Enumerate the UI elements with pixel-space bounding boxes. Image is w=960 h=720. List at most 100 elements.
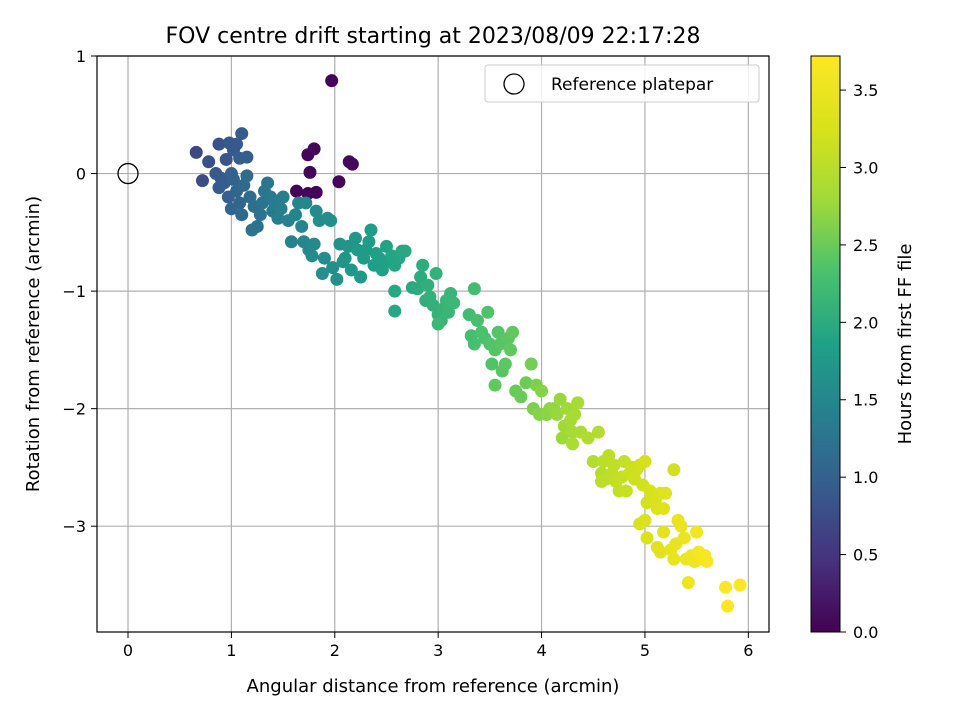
data-point: [571, 396, 585, 410]
data-point: [410, 282, 424, 296]
data-point: [733, 578, 747, 592]
data-point: [235, 208, 249, 222]
data-point: [230, 137, 244, 151]
data-point: [388, 284, 402, 298]
x-tick-label: 2: [330, 641, 340, 660]
data-point: [240, 169, 254, 183]
data-point: [681, 576, 695, 590]
data-point: [429, 266, 443, 280]
legend: Reference platepar: [484, 64, 760, 103]
colorbar-tick-label: 3.0: [853, 158, 878, 177]
data-point: [657, 525, 671, 539]
y-tick-label: −2: [62, 400, 86, 419]
data-point: [364, 223, 378, 237]
data-point: [719, 580, 733, 594]
data-point: [519, 376, 533, 390]
data-point: [481, 305, 495, 319]
data-point: [667, 463, 681, 477]
data-point: [274, 202, 288, 216]
data-point: [212, 137, 226, 151]
data-point: [202, 155, 216, 169]
data-point: [595, 475, 609, 489]
data-point: [326, 261, 340, 275]
colorbar-tick-label: 2.5: [853, 236, 878, 255]
reference-platepar-marker: [117, 162, 139, 185]
data-point: [633, 517, 647, 531]
data-point: [240, 150, 254, 164]
data-point: [345, 157, 359, 171]
data-point: [330, 272, 344, 286]
data-point: [261, 176, 275, 190]
x-axis-label: Angular distance from reference (arcmin): [247, 676, 620, 697]
y-axis-ticks: 1 0 −1 −2 −3: [62, 47, 97, 536]
data-point: [348, 231, 362, 245]
data-point: [485, 357, 499, 371]
data-point: [586, 455, 600, 469]
data-point: [553, 392, 567, 406]
data-point: [667, 552, 681, 566]
data-point: [388, 304, 402, 318]
data-point: [315, 266, 329, 280]
data-point: [226, 172, 240, 186]
data-point: [591, 425, 605, 439]
data-point: [677, 531, 691, 545]
chart-title: FOV centre drift starting at 2023/08/09 …: [166, 24, 701, 49]
y-tick-label: 0: [76, 165, 86, 184]
colorbar-tick-label: 2.0: [853, 313, 878, 332]
data-point: [233, 196, 247, 210]
data-point: [447, 296, 461, 310]
legend-reference-marker-icon: [503, 73, 525, 95]
data-point: [309, 185, 323, 199]
data-point: [657, 502, 671, 516]
data-point: [398, 244, 412, 258]
data-point: [470, 313, 484, 327]
data-point: [640, 531, 654, 545]
reference-marker-group: [117, 162, 139, 185]
data-point: [253, 208, 267, 222]
legend-box: [484, 64, 760, 103]
data-point: [524, 357, 538, 371]
data-point: [421, 278, 435, 292]
y-tick-label: −1: [62, 282, 86, 301]
colorbar-tick-label: 1.0: [853, 468, 878, 487]
data-point: [659, 486, 673, 500]
data-point: [276, 190, 290, 204]
data-point: [607, 458, 621, 472]
colorbar-tick-label: 1.5: [853, 391, 878, 410]
colorbar-tick-label: 0.5: [853, 546, 878, 565]
data-point: [555, 431, 569, 445]
data-point: [514, 390, 528, 404]
data-point: [653, 545, 667, 559]
data-point: [581, 431, 595, 445]
y-tick-label: 1: [76, 47, 86, 66]
data-point: [317, 251, 331, 265]
data-point: [638, 455, 652, 469]
data-point: [721, 599, 735, 613]
data-point: [195, 174, 209, 188]
x-tick-label: 0: [123, 641, 133, 660]
data-point: [295, 219, 309, 233]
x-tick-label: 4: [536, 641, 546, 660]
colorbar-label: Hours from first FF file: [895, 244, 916, 445]
data-point: [235, 127, 249, 141]
data-point: [325, 74, 339, 88]
colorbar-gradient: [810, 55, 841, 633]
data-point: [566, 437, 580, 451]
x-tick-label: 5: [640, 641, 650, 660]
data-point: [416, 258, 430, 272]
x-tick-label: 3: [433, 641, 443, 660]
x-tick-label: 6: [743, 641, 753, 660]
data-point: [288, 208, 302, 222]
data-point: [568, 408, 582, 422]
data-point: [488, 378, 502, 392]
plot-frame: [96, 55, 770, 633]
data-point: [307, 142, 321, 156]
y-tick-label: −3: [62, 517, 86, 536]
data-point: [299, 196, 313, 210]
data-point: [467, 282, 481, 296]
colorbar-tick-label: 3.5: [853, 81, 878, 100]
data-point: [498, 357, 512, 371]
data-point: [700, 554, 714, 568]
data-point: [504, 343, 518, 357]
